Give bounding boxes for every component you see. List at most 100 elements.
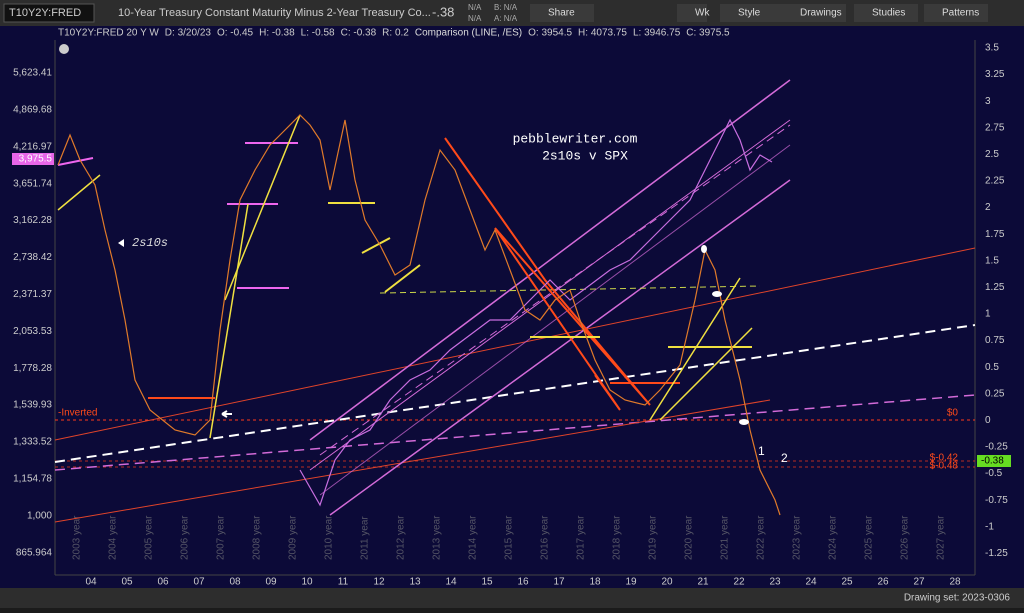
trend-line bbox=[54, 399, 771, 523]
toolbar-button[interactable] bbox=[782, 4, 846, 22]
right-axis-label: 2.25 bbox=[985, 176, 1005, 187]
info-field: O: -0.45 bbox=[217, 28, 254, 39]
year-label: 2009 year bbox=[288, 515, 299, 560]
toolbar-button[interactable] bbox=[530, 4, 594, 22]
info-field: L: -0.58 bbox=[301, 28, 335, 39]
fib-line bbox=[649, 277, 741, 421]
x-axis-label: 22 bbox=[733, 577, 745, 588]
button-label: Share bbox=[548, 8, 575, 19]
year-label: 2008 year bbox=[252, 515, 263, 560]
current-price: 3,975.5 bbox=[19, 154, 53, 165]
trend-line bbox=[54, 394, 976, 471]
symbol-box[interactable] bbox=[3, 3, 95, 23]
right-axis-label: 3.5 bbox=[985, 43, 999, 54]
button-label: Style bbox=[738, 8, 761, 19]
current-price-tag bbox=[12, 153, 54, 165]
right-axis-label: 1.75 bbox=[985, 229, 1005, 240]
left-axis-label: 1,333.52 bbox=[13, 437, 52, 448]
x-axis-label: 19 bbox=[625, 577, 637, 588]
right-axis-label: 0.75 bbox=[985, 335, 1005, 346]
x-axis-label: 11 bbox=[338, 577, 349, 588]
left-axis-label: 3,651.74 bbox=[13, 178, 52, 189]
right-axis-label: 0.25 bbox=[985, 388, 1005, 399]
right-axis-area bbox=[975, 26, 1024, 588]
year-label: 2019 year bbox=[648, 515, 659, 560]
toolbar bbox=[0, 0, 1024, 26]
info-field: H: 4073.75 bbox=[578, 28, 627, 39]
x-axis-label: 14 bbox=[445, 577, 457, 588]
trend-line bbox=[54, 324, 976, 463]
drawings bbox=[54, 79, 976, 523]
trend-line bbox=[54, 247, 976, 441]
left-axis-label: 3,162.28 bbox=[13, 215, 52, 226]
current-value: -0.38 bbox=[981, 456, 1004, 467]
right-axis-label: 3.25 bbox=[985, 69, 1005, 80]
info-field: O: 3954.5 bbox=[528, 28, 572, 39]
x-axis-label: 26 bbox=[877, 577, 889, 588]
annotation: pebblewriter.com bbox=[513, 131, 638, 146]
info-field: C: -0.38 bbox=[341, 28, 377, 39]
alert-icon[interactable] bbox=[59, 44, 69, 54]
left-axis-label: 4,216.97 bbox=[13, 141, 52, 152]
channel-line bbox=[309, 79, 791, 441]
right-axis-label: 2 bbox=[985, 202, 991, 213]
marker bbox=[701, 245, 707, 253]
right-axis-label: -1 bbox=[985, 521, 994, 532]
chart-area bbox=[0, 26, 1024, 608]
info-field: R: 0.2 bbox=[382, 28, 409, 39]
x-axis-label: 10 bbox=[301, 577, 313, 588]
left-axis-label: 5,623.41 bbox=[13, 68, 52, 79]
channel-line bbox=[319, 144, 791, 496]
info-field: D: 3/20/23 bbox=[165, 28, 212, 39]
footer bbox=[0, 588, 1024, 608]
drawing-set: Drawing set: 2023-0306 bbox=[904, 593, 1011, 604]
left-axis-label: 1,154.78 bbox=[13, 474, 52, 485]
right-axis-label: 2.5 bbox=[985, 149, 999, 160]
right-axis-label: 0.5 bbox=[985, 362, 999, 373]
x-axis-label: 08 bbox=[229, 577, 241, 588]
change: -.38 bbox=[432, 4, 454, 19]
fib-line bbox=[384, 264, 421, 293]
year-label: 2005 year bbox=[144, 515, 155, 560]
channel-line bbox=[309, 119, 791, 471]
year-label: 2004 year bbox=[108, 515, 119, 560]
button-label: Patterns bbox=[942, 8, 979, 19]
fib-line bbox=[659, 327, 753, 421]
year-label: 2014 year bbox=[468, 515, 479, 560]
annotation: $-0.48 bbox=[930, 461, 959, 472]
left-axis-label: 1,778.28 bbox=[13, 363, 52, 374]
fib-line bbox=[224, 114, 301, 301]
right-axis-label: -0.5 bbox=[985, 468, 1003, 479]
toolbar-button[interactable] bbox=[854, 4, 918, 22]
x-axis-label: 24 bbox=[805, 577, 817, 588]
year-label: 2013 year bbox=[432, 515, 443, 560]
year-label: 2006 year bbox=[180, 515, 191, 560]
x-axis-label: 04 bbox=[85, 577, 97, 588]
left-axis-label: 2,053.53 bbox=[13, 326, 52, 337]
toolbar-button[interactable] bbox=[677, 4, 707, 22]
year-label: 2007 year bbox=[216, 515, 227, 560]
year-label: 2011 year bbox=[360, 516, 371, 560]
info-field: L: 3946.75 bbox=[633, 28, 681, 39]
year-label: 2020 year bbox=[684, 515, 695, 560]
arrow bbox=[118, 239, 124, 247]
annotation: 1 bbox=[758, 444, 765, 458]
x-axis-label: 23 bbox=[769, 577, 781, 588]
right-axis-label: 2.75 bbox=[985, 122, 1005, 133]
x-axis-label: 25 bbox=[841, 577, 853, 588]
marker bbox=[739, 419, 749, 425]
x-axis-label: 16 bbox=[517, 577, 529, 588]
x-axis-label: 28 bbox=[949, 577, 961, 588]
x-axis-label: 09 bbox=[265, 577, 277, 588]
year-label: 2012 year bbox=[396, 515, 407, 560]
range-line bbox=[57, 157, 94, 166]
size-ask: N/A bbox=[468, 14, 482, 23]
annotation: $-0.42 bbox=[930, 453, 959, 464]
right-axis-label: 1 bbox=[985, 309, 991, 320]
info-field: T10Y2Y:FRED 20 Y W bbox=[58, 28, 159, 39]
toolbar-button[interactable] bbox=[924, 4, 988, 22]
fib-line bbox=[361, 237, 391, 254]
spread-line bbox=[57, 114, 781, 516]
toolbar-button[interactable] bbox=[720, 4, 784, 22]
